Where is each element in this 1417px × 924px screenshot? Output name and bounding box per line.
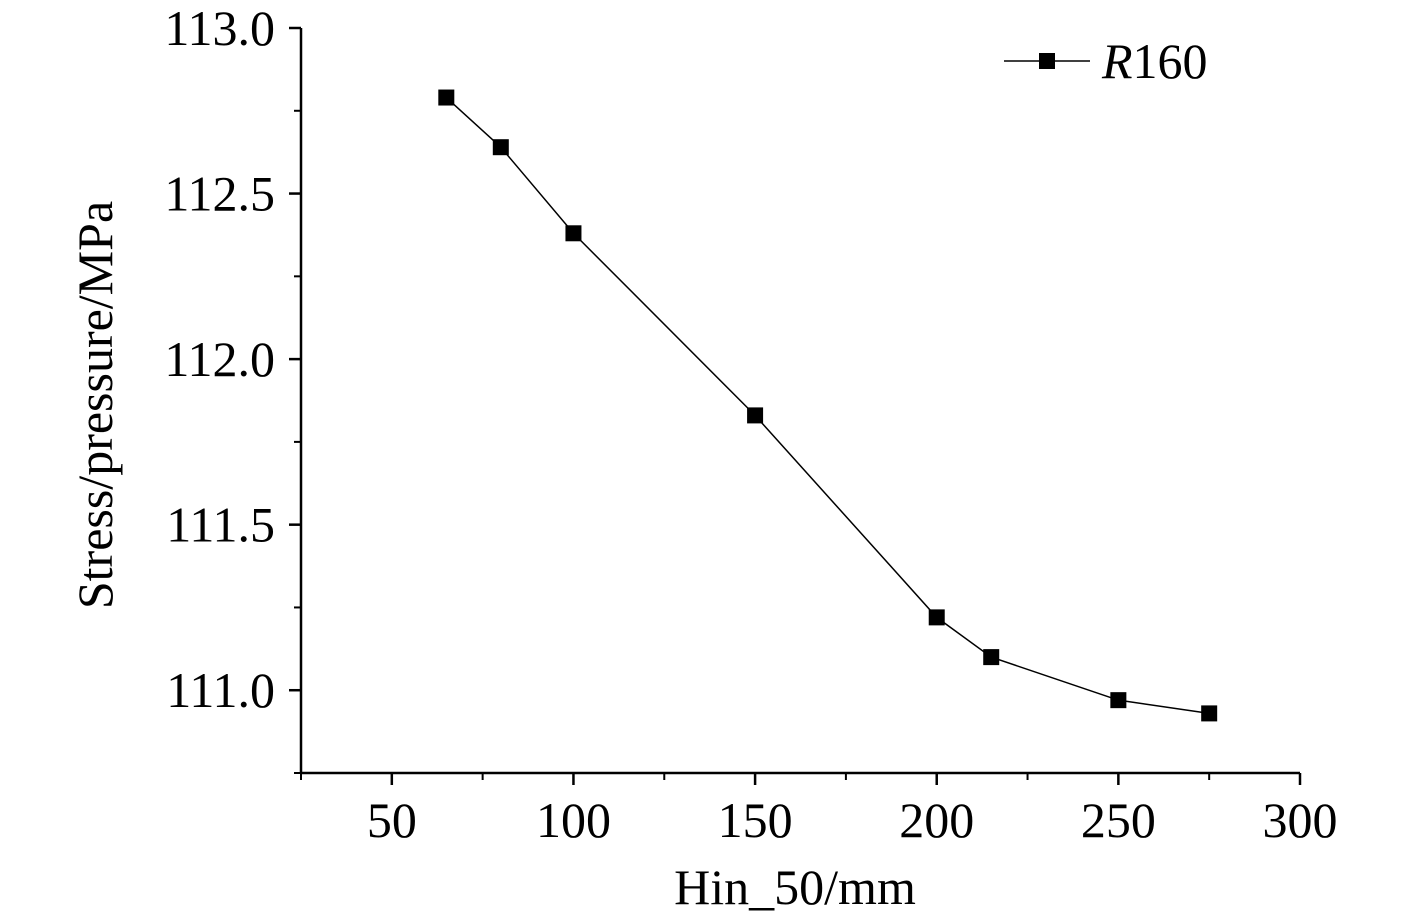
x-tick-label: 100 bbox=[536, 792, 611, 848]
data-point-marker bbox=[492, 139, 509, 156]
data-point-marker bbox=[438, 89, 455, 106]
y-tick-label: 111.5 bbox=[166, 497, 275, 553]
y-tick-label: 113.0 bbox=[164, 0, 275, 56]
data-point-marker bbox=[928, 609, 945, 626]
x-tick-label: 200 bbox=[899, 792, 974, 848]
x-tick-label: 150 bbox=[718, 792, 793, 848]
y-tick-label: 111.0 bbox=[166, 662, 275, 718]
data-point-marker bbox=[1110, 692, 1127, 709]
data-point-marker bbox=[565, 225, 582, 242]
series-line bbox=[445, 96, 1210, 715]
legend-marker bbox=[1039, 53, 1055, 69]
x-tick-label: 50 bbox=[367, 792, 417, 848]
x-tick-label: 300 bbox=[1263, 792, 1338, 848]
y-ticks: 111.0 111.5 112.0 112.5 113.0 bbox=[164, 0, 301, 774]
data-point-marker bbox=[983, 649, 1000, 666]
data-point-marker bbox=[747, 407, 764, 424]
y-tick-label: 112.5 bbox=[164, 166, 275, 222]
series bbox=[438, 89, 1218, 722]
legend-label-suffix: 160 bbox=[1133, 33, 1208, 89]
x-axis-title: Hin_50/mm bbox=[674, 859, 916, 915]
y-tick-label: 112.0 bbox=[164, 331, 275, 387]
x-tick-label: 250 bbox=[1081, 792, 1156, 848]
x-ticks: 50 100 150 200 250 300 bbox=[300, 773, 1338, 848]
axes bbox=[299, 28, 1300, 775]
legend-label: R160 bbox=[1101, 33, 1208, 89]
y-axis-title: Stress/pressure/MPa bbox=[67, 201, 123, 609]
data-point-marker bbox=[1201, 705, 1218, 722]
legend-label-prefix: R bbox=[1101, 33, 1133, 89]
legend: R160 bbox=[1004, 33, 1208, 89]
